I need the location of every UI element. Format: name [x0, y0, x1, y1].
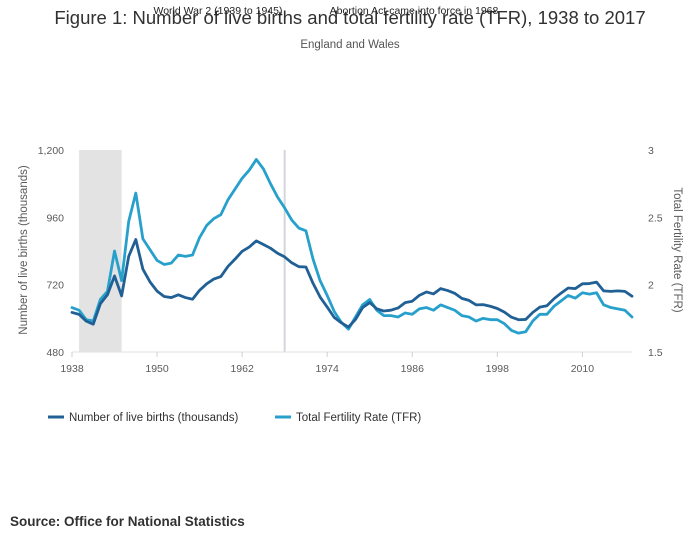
- x-tick-label: 1974: [316, 363, 340, 375]
- y-axis-right: 1.5 2 2.5 3: [648, 145, 663, 359]
- y2-axis-label: Total Fertility Rate (TFR): [671, 187, 683, 312]
- x-tick-label: 2010: [571, 363, 595, 375]
- legend: Number of live births (thousands) Total …: [48, 412, 421, 424]
- x-tick-label: 1938: [60, 363, 84, 375]
- series-layer: [70, 158, 634, 335]
- source-note: Source: Office for National Statistics: [10, 514, 245, 529]
- legend-item-births: Number of live births (thousands): [48, 412, 239, 424]
- y2-tick-label: 3: [648, 145, 654, 157]
- births-series-line: [70, 238, 634, 329]
- y-tick-label: 720: [46, 280, 64, 292]
- y-axis-left: 480 720 960 1,200: [38, 145, 64, 359]
- x-tick-label: 1986: [401, 363, 425, 375]
- abortion-act-annotation: Abortion Act came into force in 1968: [330, 5, 499, 17]
- y2-tick-label: 2.5: [648, 212, 663, 224]
- x-tick-label: 1950: [145, 363, 169, 375]
- x-tick-label: 1998: [486, 363, 510, 375]
- x-tick-label: 1962: [230, 363, 254, 375]
- chart-subtitle: England and Wales: [300, 39, 400, 51]
- y2-tick-label: 1.5: [648, 347, 663, 359]
- x-axis: 1938 1950 1962 1974 1986 1998 2010: [60, 352, 594, 375]
- tfr-series-line: [70, 158, 634, 335]
- y-axis-label: Number of live births (thousands): [18, 165, 30, 335]
- y-tick-label: 1,200: [38, 145, 64, 157]
- legend-label-tfr: Total Fertility Rate (TFR): [296, 412, 421, 424]
- legend-item-tfr: Total Fertility Rate (TFR): [275, 412, 421, 424]
- ww2-annotation: World War 2 (1939 to 1945): [154, 5, 283, 17]
- plot-area: [70, 150, 634, 353]
- y2-tick-label: 2: [648, 280, 654, 292]
- chart-title: Figure 1: Number of live births and tota…: [54, 7, 645, 28]
- legend-label-births: Number of live births (thousands): [69, 412, 239, 424]
- y-tick-label: 480: [46, 347, 64, 359]
- y-tick-label: 960: [46, 212, 64, 224]
